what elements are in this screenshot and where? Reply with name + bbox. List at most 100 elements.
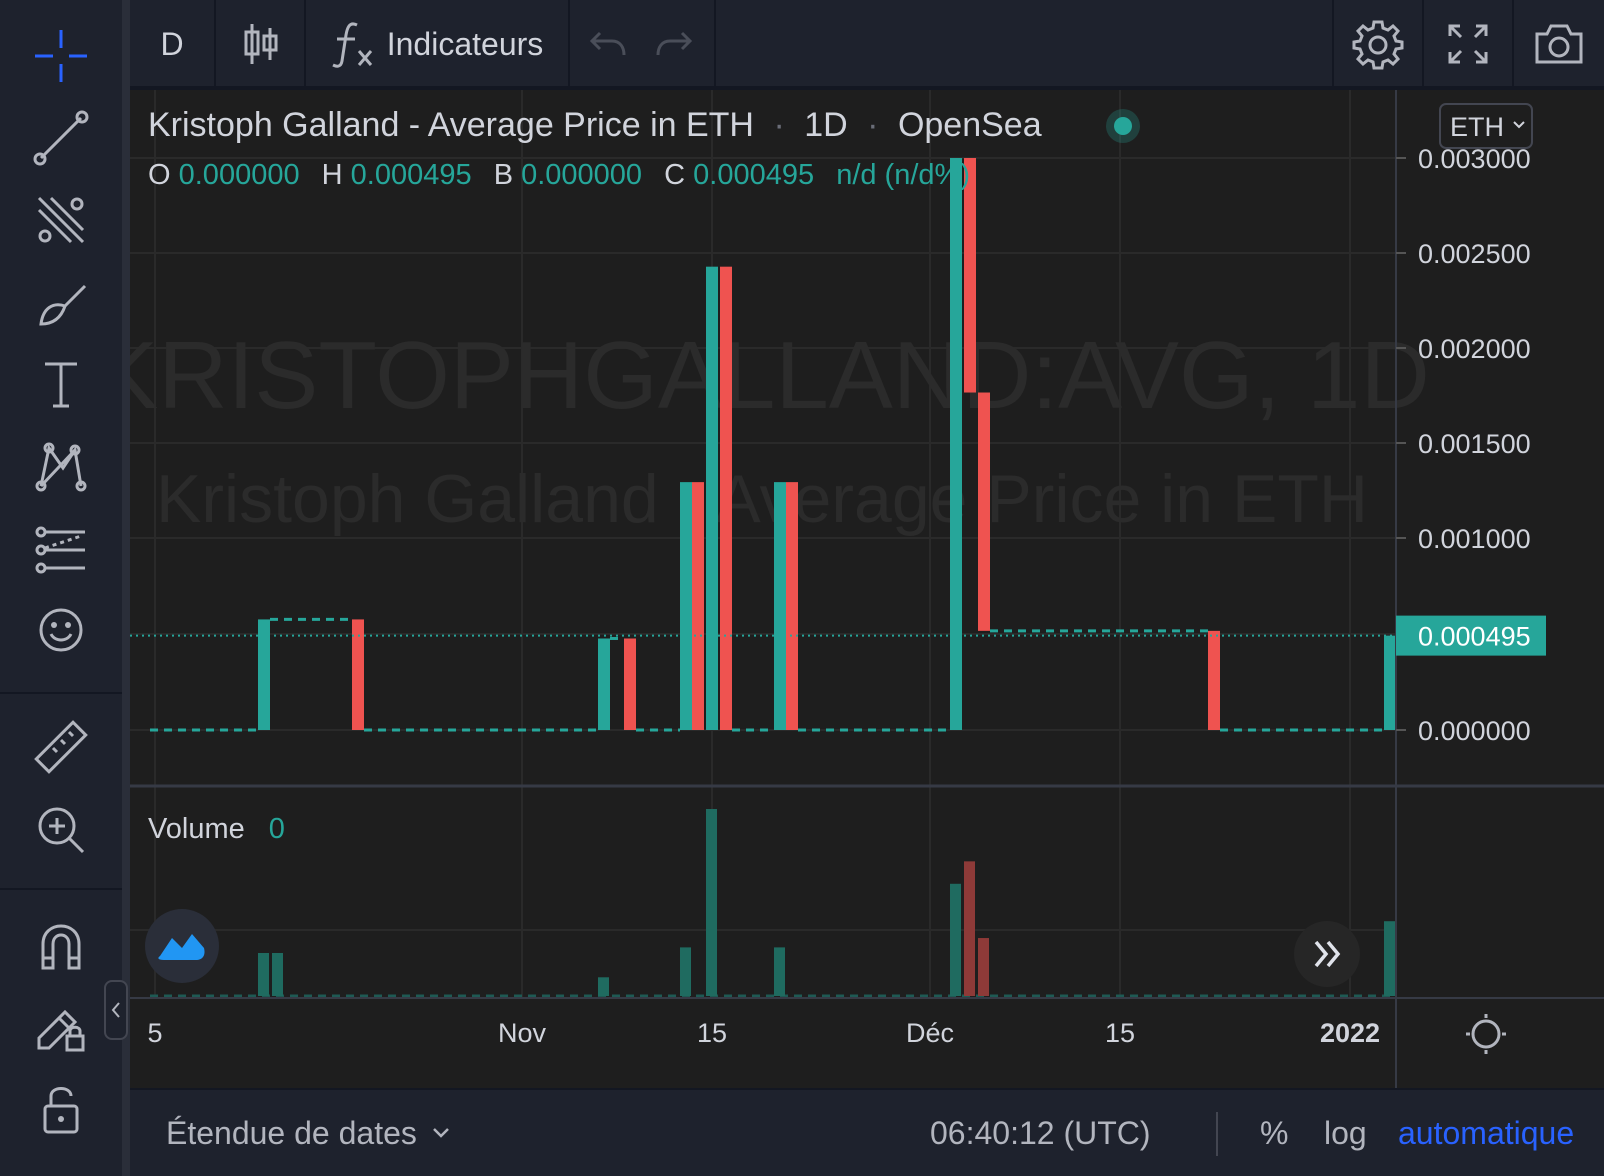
screenshot-button[interactable] bbox=[1514, 0, 1604, 88]
undo-button[interactable] bbox=[580, 0, 636, 88]
high-label: H bbox=[322, 159, 343, 191]
candle-bar[interactable] bbox=[258, 619, 270, 730]
bottom-toolbar: Étendue de dates 06:40:12 (UTC) % log au… bbox=[130, 1088, 1604, 1176]
utc-clock[interactable]: 06:40:12 (UTC) bbox=[930, 1090, 1151, 1176]
collapse-toolbar-handle[interactable] bbox=[104, 980, 128, 1040]
cloud-logo-icon bbox=[158, 934, 205, 960]
currency-button[interactable]: ETH bbox=[1439, 103, 1533, 149]
volume-bar bbox=[964, 861, 975, 996]
interval-button[interactable]: D bbox=[130, 0, 214, 88]
trend-line-icon[interactable] bbox=[22, 104, 100, 172]
last-price-value: 0.000495 bbox=[1418, 622, 1531, 652]
price-axis[interactable]: 0.003000 0.002500 0.002000 0.001500 0.001000… bbox=[1396, 144, 1531, 746]
candle-bar[interactable] bbox=[964, 158, 976, 393]
sun-icon bbox=[1471, 1019, 1501, 1049]
zoom-in-icon[interactable] bbox=[22, 796, 100, 864]
time-tick-label: 15 bbox=[1105, 1018, 1135, 1048]
baseline-dashes bbox=[150, 617, 1384, 732]
market-status-dot bbox=[1114, 117, 1132, 135]
price-tick-label: 0.000000 bbox=[1418, 716, 1531, 746]
fib-icon[interactable] bbox=[22, 186, 100, 254]
volume-label: Volume bbox=[148, 813, 245, 845]
volume-bar bbox=[706, 809, 717, 996]
volume-legend: Volume 0 bbox=[148, 813, 285, 845]
fullscreen-icon bbox=[1448, 24, 1488, 64]
brush-icon[interactable] bbox=[22, 268, 100, 336]
time-tick-label: 5 bbox=[147, 1018, 162, 1048]
log-toggle[interactable]: log bbox=[1324, 1090, 1367, 1176]
open-label: O bbox=[148, 159, 171, 191]
toolbar-divider bbox=[0, 692, 122, 694]
candle-bar[interactable] bbox=[774, 482, 786, 730]
price-tick-label: 0.001500 bbox=[1418, 429, 1531, 459]
candle-bar[interactable] bbox=[1208, 630, 1220, 730]
volume-bar bbox=[258, 952, 269, 996]
scroll-to-realtime-button[interactable] bbox=[1294, 921, 1360, 987]
candle-bar[interactable] bbox=[624, 638, 636, 730]
indicators-button[interactable]: Indicateurs bbox=[306, 0, 568, 88]
volume-bar bbox=[774, 947, 785, 996]
legend-title: Kristoph Galland - Average Price in ETH bbox=[148, 106, 754, 144]
candle-bar[interactable] bbox=[692, 482, 704, 730]
currency-label: ETH bbox=[1450, 112, 1504, 142]
time-tick-label: Déc bbox=[906, 1018, 954, 1048]
close-label: C bbox=[664, 159, 685, 191]
candle-bar[interactable] bbox=[950, 158, 962, 730]
candlestick-icon bbox=[244, 24, 278, 64]
volume-bar bbox=[272, 952, 283, 996]
ohlc-legend: O 0.000000 H 0.000495 B 0.000000 C 0.000… bbox=[148, 159, 970, 191]
percent-toggle[interactable]: % bbox=[1260, 1090, 1288, 1176]
legend-sep: · bbox=[867, 106, 878, 144]
text-icon[interactable] bbox=[22, 350, 100, 418]
emoji-icon[interactable] bbox=[22, 596, 100, 664]
legend-header: Kristoph Galland - Average Price in ETH … bbox=[148, 106, 1042, 144]
candle-bar[interactable] bbox=[978, 392, 990, 631]
date-range-button[interactable]: Étendue de dates bbox=[166, 1090, 451, 1176]
pattern-icon[interactable] bbox=[22, 432, 100, 500]
auto-scale-toggle[interactable]: automatique bbox=[1398, 1090, 1574, 1176]
undo-icon bbox=[589, 31, 626, 56]
settings-button[interactable] bbox=[1334, 0, 1422, 88]
tradingview-logo-button[interactable] bbox=[145, 909, 219, 983]
top-toolbar: D Indicateurs bbox=[130, 0, 1604, 88]
volume-bar bbox=[598, 977, 609, 996]
high-value: 0.000495 bbox=[351, 159, 472, 191]
timezone-settings-button[interactable] bbox=[1466, 1014, 1506, 1054]
date-range-label: Étendue de dates bbox=[166, 1114, 417, 1151]
time-axis[interactable]: 5 Nov 15 Déc 15 2022 bbox=[147, 1018, 1380, 1048]
chart-area[interactable]: KRISTOPHGALLAND:AVG, 1D Kristoph Galland… bbox=[130, 90, 1604, 1088]
watermark-name: Kristoph Galland - Average Price in ETH bbox=[156, 461, 1368, 537]
log-label: log bbox=[1324, 1114, 1367, 1151]
volume-bar bbox=[978, 938, 989, 996]
price-series[interactable] bbox=[258, 158, 1396, 730]
chart-type-button[interactable] bbox=[216, 0, 304, 88]
volume-value: 0 bbox=[269, 813, 285, 845]
ruler-icon[interactable] bbox=[22, 714, 100, 782]
candle-bar[interactable] bbox=[352, 619, 364, 730]
toolbar-divider bbox=[214, 0, 216, 88]
candle-bar[interactable] bbox=[706, 266, 718, 730]
unlock-icon[interactable] bbox=[22, 1074, 100, 1142]
gear-icon bbox=[1352, 20, 1404, 70]
chevron-down-icon bbox=[432, 1128, 449, 1138]
forecast-icon[interactable] bbox=[22, 514, 100, 582]
double-chevron-right-icon bbox=[1314, 940, 1341, 968]
magnet-icon[interactable] bbox=[22, 910, 100, 978]
candle-bar[interactable] bbox=[598, 638, 610, 730]
function-icon bbox=[332, 22, 372, 68]
fullscreen-button[interactable] bbox=[1424, 0, 1512, 88]
time-tick-label: 2022 bbox=[1320, 1018, 1380, 1048]
candle-bar[interactable] bbox=[720, 266, 732, 730]
redo-button[interactable] bbox=[646, 0, 702, 88]
legend-exchange: OpenSea bbox=[898, 106, 1042, 144]
crosshair-icon[interactable] bbox=[22, 22, 100, 90]
lock-drawings-icon[interactable] bbox=[22, 992, 100, 1060]
candle-bar[interactable] bbox=[680, 482, 692, 730]
candle-bar[interactable] bbox=[1384, 635, 1396, 730]
chart-canvas[interactable]: KRISTOPHGALLAND:AVG, 1D Kristoph Galland… bbox=[130, 90, 1604, 1088]
volume-bar bbox=[1384, 921, 1395, 996]
candle-bar[interactable] bbox=[786, 482, 798, 730]
volume-bar bbox=[950, 883, 961, 996]
legend-interval: 1D bbox=[804, 106, 847, 144]
drawing-toolbar bbox=[0, 0, 122, 1176]
